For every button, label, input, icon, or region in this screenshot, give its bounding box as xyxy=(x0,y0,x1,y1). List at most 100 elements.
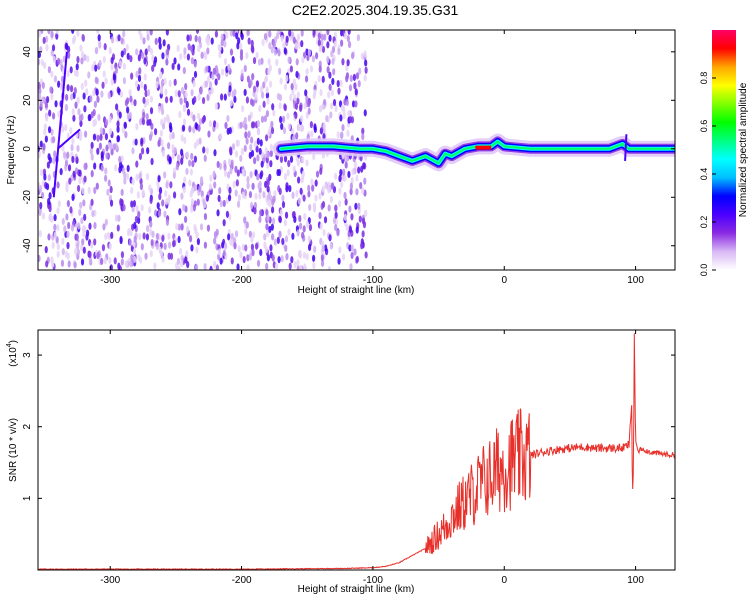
spectrogram-speckle xyxy=(41,81,45,90)
spectrogram-speckle xyxy=(93,100,97,108)
spectrogram-speckle xyxy=(80,82,84,90)
spectrogram-speckle xyxy=(76,184,81,193)
spectrogram-speckle xyxy=(134,138,138,146)
spectrogram-speckle xyxy=(88,251,92,259)
spectrogram-speckle xyxy=(127,227,131,236)
spectrogram-speckle xyxy=(296,33,300,41)
spectrogram-speckle xyxy=(262,191,266,199)
spectrogram-speckle xyxy=(60,259,65,267)
spectrogram-speckle xyxy=(122,204,126,212)
spectrogram-speckle xyxy=(350,244,354,252)
spectrogram-speckle xyxy=(53,223,57,231)
spectrogram-speckle xyxy=(39,140,43,148)
spectrogram-speckle xyxy=(175,163,179,171)
spectrogram-speckle xyxy=(289,155,294,163)
spectrogram-speckle xyxy=(223,57,228,66)
spectrogram-speckle xyxy=(285,74,289,82)
spectrogram-speckle xyxy=(218,186,222,195)
spectrogram-speckle xyxy=(229,238,233,246)
spectrogram-speckle xyxy=(160,118,164,126)
spectrogram-speckle xyxy=(289,93,293,102)
spectrogram-speckle xyxy=(89,95,93,103)
spectrogram-speckle xyxy=(336,131,340,139)
spectrogram-speckle xyxy=(44,101,48,109)
spectrogram-speckle xyxy=(297,41,301,49)
spectrogram-speckle xyxy=(281,115,286,123)
spectrogram-speckle xyxy=(236,139,240,147)
spectrogram-speckle xyxy=(300,30,304,37)
spectrogram-speckle xyxy=(137,210,141,218)
spectrogram-speckle xyxy=(363,177,367,185)
spectrogram-speckle xyxy=(39,202,43,210)
spectrogram-speckle xyxy=(133,221,137,230)
spectrogram-speckle xyxy=(47,174,51,182)
spectrogram-speckle xyxy=(196,238,200,246)
spectrogram-speckle xyxy=(188,159,192,167)
spectrogram-speckle xyxy=(167,232,171,240)
spectrogram-speckle xyxy=(47,66,51,74)
spectrogram-speckle xyxy=(207,75,211,83)
spectrogram-speckle xyxy=(79,119,83,128)
spectrogram-speckle xyxy=(357,80,361,88)
spectrogram-speckle xyxy=(182,186,186,194)
spectrogram-speckle xyxy=(273,190,277,198)
spectrogram-speckle xyxy=(52,157,56,165)
spectrogram-speckle xyxy=(76,30,80,37)
spectrogram-speckle xyxy=(165,58,169,66)
spectrogram-speckle xyxy=(301,56,305,64)
spectrogram-speckle xyxy=(80,243,84,252)
spectrogram-speckle xyxy=(153,262,157,270)
spectrogram-speckle xyxy=(283,219,288,227)
spectrogram-speckle xyxy=(69,85,74,93)
spectrogram-speckle xyxy=(208,81,213,89)
spectrogram-speckle xyxy=(322,228,326,237)
spectrogram-speckle xyxy=(188,235,193,243)
spectrogram-speckle xyxy=(363,109,367,117)
spectrogram-speckle xyxy=(90,170,94,178)
spectrogram-speckle xyxy=(307,235,311,243)
spectrogram-speckle xyxy=(216,209,220,217)
spectrogram-speckle xyxy=(71,155,75,164)
spectrogram-speckle xyxy=(180,86,185,95)
spectrogram-speckle xyxy=(362,162,366,170)
spectrogram-speckle xyxy=(130,254,134,262)
spectrogram-speckle xyxy=(176,44,180,53)
spectrogram-speckle xyxy=(169,95,173,103)
spectrogram-speckle xyxy=(234,165,238,174)
spectrogram-speckle xyxy=(279,77,283,85)
spectrogram-speckle xyxy=(208,120,213,128)
spectrogram-speckle xyxy=(215,228,219,236)
spectrogram-speckle xyxy=(265,109,270,118)
spectrogram-speckle xyxy=(138,67,142,75)
spectrogram-speckle xyxy=(313,245,317,253)
spectrogram-speckle xyxy=(94,76,98,84)
spectrogram-speckle xyxy=(237,37,241,45)
spectrogram-speckle xyxy=(81,238,85,246)
spectrogram-speckle xyxy=(258,180,262,188)
spectrogram-speckle xyxy=(38,92,42,100)
colorbar-label: Normalized spectral amplitude xyxy=(738,82,749,217)
spectrogram-speckle xyxy=(135,160,139,168)
spectrogram-speckle xyxy=(144,89,148,98)
spectrogram-speckle xyxy=(163,77,167,85)
spectrogram-speckle xyxy=(57,110,61,118)
spectrogram-speckle xyxy=(246,264,250,270)
snr-x-tick-label: -300 xyxy=(100,575,120,586)
spectrogram-speckle xyxy=(195,231,199,239)
spectrogram-speckle xyxy=(53,231,57,240)
spectrogram-speckle xyxy=(75,63,79,71)
spectrogram-speckle xyxy=(145,233,150,241)
spectrogram-speckle xyxy=(262,100,266,108)
spectrogram-speckle xyxy=(253,207,257,215)
spectrogram-speckle xyxy=(346,129,350,137)
spectrogram-speckle xyxy=(332,216,337,225)
snr-y-tick-label: 2 xyxy=(22,423,33,429)
spectrogram-speckle xyxy=(363,74,367,82)
spectrogram-speckle xyxy=(321,200,326,209)
spectrogram-speckle xyxy=(240,33,244,41)
spectrogram-speckle xyxy=(321,185,325,193)
spectrogram-speckle xyxy=(83,53,87,62)
spectrogram-speckle xyxy=(197,93,201,101)
spectrogram-speckle xyxy=(246,254,250,262)
spectrogram-speckle xyxy=(43,123,47,131)
